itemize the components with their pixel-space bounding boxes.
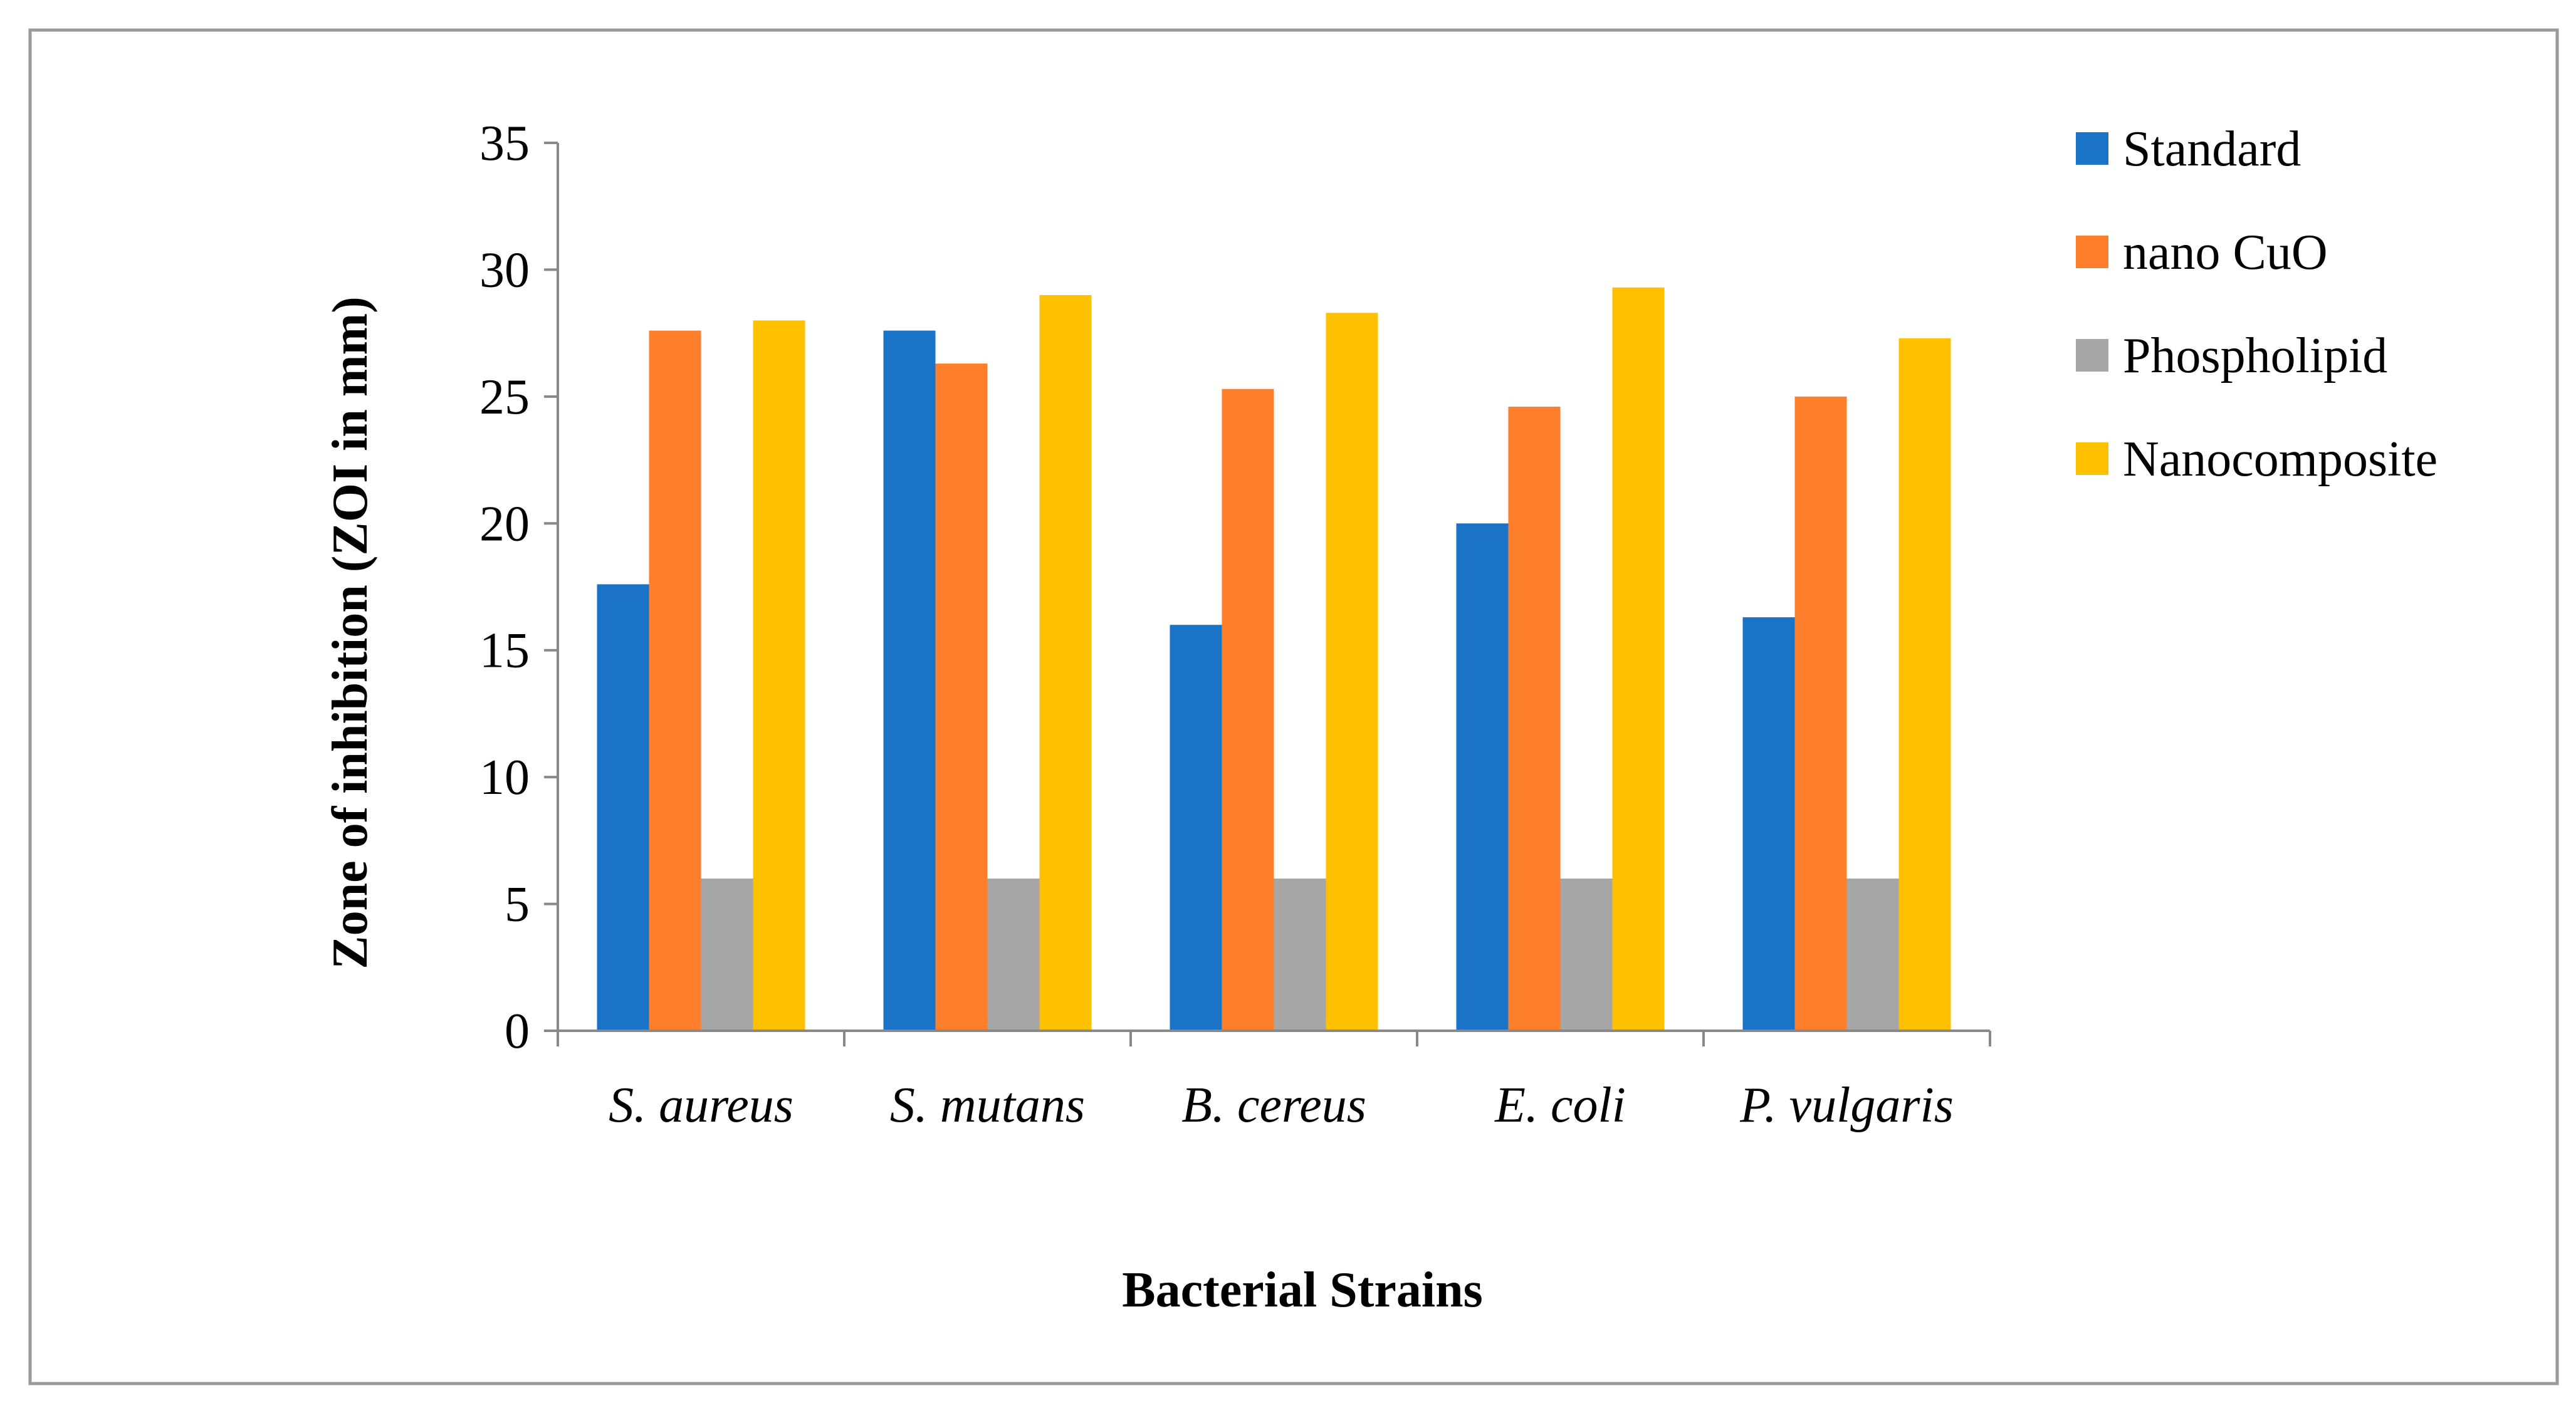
x-category-label: B. cereus	[1181, 1078, 1366, 1133]
legend-swatch-standard	[2076, 132, 2108, 165]
legend-swatch-phospholipid	[2076, 339, 2108, 372]
bar-nanocomposite-s-mutans	[1039, 295, 1092, 1031]
bar-nano-cuo-s-mutans	[935, 363, 988, 1031]
legend-label: Nanocomposite	[2123, 432, 2437, 487]
y-tick-label: 35	[479, 116, 530, 171]
bar-standard-s-mutans	[883, 330, 936, 1031]
y-tick-label: 20	[479, 496, 530, 551]
y-axis-title: Zone of inhibition (ZOI in mm)	[323, 296, 378, 969]
x-category-label: P. vulgaris	[1739, 1078, 1954, 1133]
x-category-label: S. mutans	[890, 1078, 1085, 1133]
x-category-label: E. coli	[1494, 1078, 1626, 1133]
legend: Standard nano CuO Phospholipid Nanocomposit…	[2076, 122, 2437, 487]
y-tick-label: 5	[505, 877, 530, 932]
y-tick-label: 25	[479, 370, 530, 425]
bar-nanocomposite-b-cereus	[1326, 313, 1378, 1031]
bar-standard-p-vulgaris	[1742, 617, 1795, 1031]
bar-standard-s-aureus	[597, 584, 649, 1031]
bar-phospholipid-s-mutans	[987, 879, 1040, 1031]
bar-nano-cuo-e-coli	[1508, 407, 1561, 1031]
bar-nanocomposite-e-coli	[1612, 287, 1665, 1031]
y-tick-label: 30	[479, 242, 530, 298]
legend-label: nano CuO	[2123, 225, 2328, 280]
bar-nano-cuo-b-cereus	[1222, 388, 1274, 1031]
bar-phospholipid-b-cereus	[1274, 879, 1326, 1031]
bar-nano-cuo-p-vulgaris	[1794, 396, 1847, 1031]
chart-frame	[28, 28, 2559, 1385]
bar-standard-e-coli	[1456, 523, 1509, 1031]
bar-nano-cuo-s-aureus	[649, 330, 701, 1031]
bar-phospholipid-p-vulgaris	[1846, 879, 1899, 1031]
y-tick-label: 0	[505, 1004, 530, 1059]
bar-nanocomposite-s-aureus	[753, 320, 805, 1031]
legend-label: Standard	[2123, 122, 2301, 177]
bar-standard-b-cereus	[1170, 625, 1222, 1031]
bars-layer	[597, 287, 1951, 1031]
x-category-label: S. aureus	[609, 1078, 793, 1133]
bar-nanocomposite-p-vulgaris	[1898, 338, 1951, 1031]
y-tick-label: 10	[479, 750, 530, 805]
legend-label: Phospholipid	[2123, 328, 2387, 383]
legend-swatch-nano-cuo	[2076, 236, 2108, 268]
y-tick-label: 15	[479, 623, 530, 679]
legend-swatch-nanocomposite	[2076, 442, 2108, 475]
axes-layer: 0 5 10 15 20 25 30 35 S. aureus S. mutans B. cereu…	[479, 116, 1991, 1133]
bar-phospholipid-s-aureus	[701, 879, 753, 1031]
x-axis-title: Bacterial Strains	[1122, 1263, 1482, 1318]
bar-phospholipid-e-coli	[1560, 879, 1613, 1031]
